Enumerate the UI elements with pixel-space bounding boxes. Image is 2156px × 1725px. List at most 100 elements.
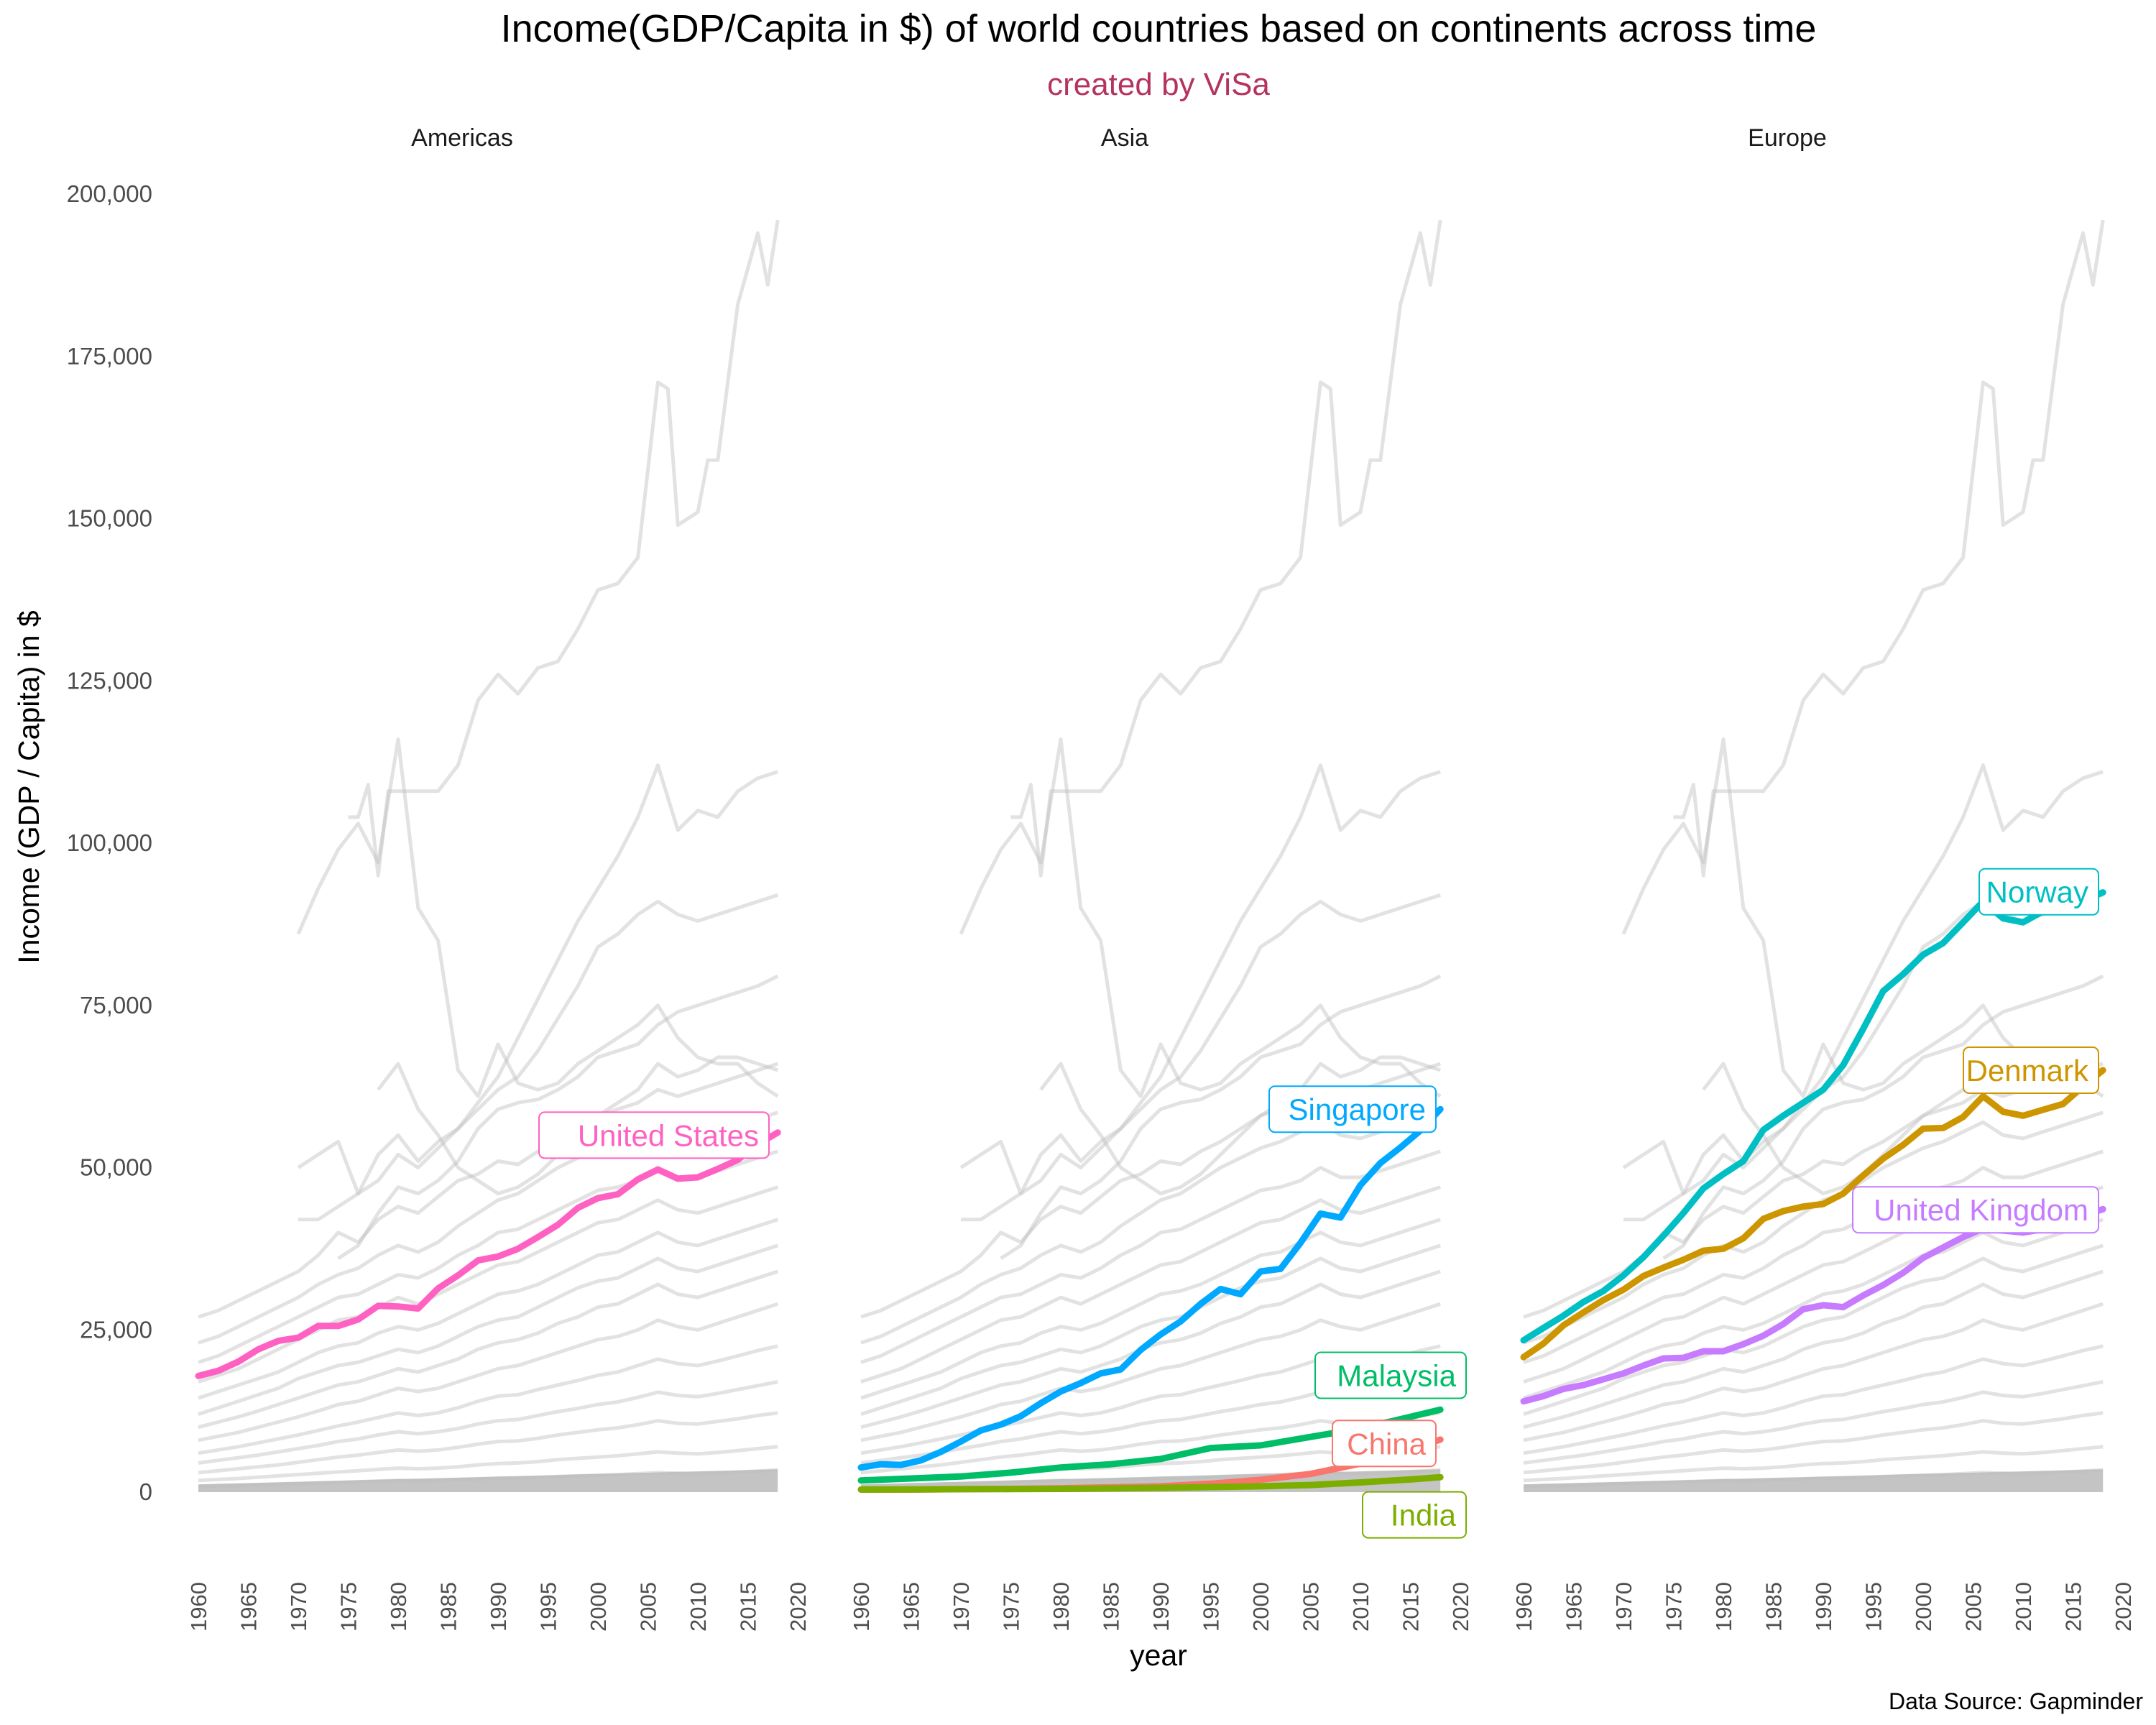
x-tick-label: 1980 xyxy=(1049,1582,1074,1632)
x-tick-label: 2015 xyxy=(2061,1582,2086,1632)
x-tick-label: 1980 xyxy=(1711,1582,1736,1632)
background-country-line xyxy=(860,1110,1441,1345)
x-tick-label: 2005 xyxy=(1299,1582,1324,1632)
series-label-text: India xyxy=(1391,1499,1457,1532)
x-tick-label: 2010 xyxy=(686,1582,711,1632)
series-label: China xyxy=(1332,1420,1437,1468)
x-tick-label: 2015 xyxy=(736,1582,761,1632)
series-label-box xyxy=(1852,1186,2099,1234)
background-lines xyxy=(198,219,780,1492)
low-income-band xyxy=(1524,1469,2104,1492)
background-country-line xyxy=(297,763,778,1196)
background-country-line xyxy=(959,763,1441,1196)
background-country-line xyxy=(1523,1411,2104,1475)
y-tick-label: 100,000 xyxy=(67,829,152,856)
x-tick-label: 2005 xyxy=(1961,1582,1986,1632)
x-tick-label: 1990 xyxy=(486,1582,511,1632)
background-lines xyxy=(860,219,1442,1492)
x-tick-label: 2000 xyxy=(1248,1582,1273,1632)
background-country-line xyxy=(1000,974,1442,1260)
x-tick-label: 1970 xyxy=(949,1582,974,1632)
background-country-line xyxy=(198,1411,778,1475)
background-country-line xyxy=(1010,219,1442,878)
background-country-line xyxy=(348,219,780,878)
series-line-norway xyxy=(1520,889,2106,1344)
series-label-text: United States xyxy=(578,1118,759,1152)
background-country-line xyxy=(198,1218,778,1400)
series-line-united-states xyxy=(195,1129,781,1379)
background-country-line xyxy=(337,974,779,1260)
x-tick-label: 2010 xyxy=(2011,1582,2036,1632)
background-country-line xyxy=(198,1185,778,1384)
series-label: United States xyxy=(538,1111,770,1159)
background-country-line xyxy=(1523,1380,2104,1465)
y-tick-label: 200,000 xyxy=(67,180,152,207)
x-tick-label: 1995 xyxy=(536,1582,561,1632)
x-tick-label: 1965 xyxy=(899,1582,924,1632)
background-country-line xyxy=(198,1344,778,1455)
x-tick-label: 1960 xyxy=(849,1582,874,1632)
series-label-box xyxy=(1362,1491,1467,1539)
background-country-line xyxy=(1523,1243,2104,1416)
series-label-text: Singapore xyxy=(1289,1092,1426,1126)
series-label: Denmark xyxy=(1963,1046,2099,1095)
x-tick-label: 2020 xyxy=(1448,1582,1473,1632)
series-line-india xyxy=(857,1473,1444,1493)
background-country-line xyxy=(860,1243,1441,1416)
series-label-box xyxy=(1314,1351,1467,1399)
y-tick-label: 0 xyxy=(139,1478,152,1505)
y-tick-label: 125,000 xyxy=(67,667,152,694)
x-tick-label: 1985 xyxy=(436,1582,461,1632)
x-tick-label: 2000 xyxy=(1911,1582,1936,1632)
x-tick-label: 1995 xyxy=(1861,1582,1886,1632)
background-country-line xyxy=(1673,219,2105,878)
background-country-line xyxy=(198,1445,778,1483)
x-tick-label: 1975 xyxy=(999,1582,1024,1632)
x-tick-label: 1990 xyxy=(1811,1582,1836,1632)
x-tick-label: 1975 xyxy=(1662,1582,1687,1632)
series-label: India xyxy=(1362,1491,1467,1539)
background-country-line xyxy=(1523,1269,2104,1430)
background-country-line xyxy=(1622,763,2104,1196)
x-tick-label: 2020 xyxy=(786,1582,811,1632)
facet-strip-label: Asia xyxy=(1101,124,1148,152)
series-label: Malaysia xyxy=(1314,1351,1467,1399)
series-label: Norway xyxy=(1978,868,2099,916)
series-label: United Kingdom xyxy=(1852,1186,2099,1234)
low-income-band xyxy=(198,1469,778,1492)
background-country-line xyxy=(1523,1218,2104,1400)
background-country-line xyxy=(198,1062,778,1319)
y-tick-label: 50,000 xyxy=(80,1154,152,1181)
background-country-line xyxy=(860,1218,1441,1400)
series-label-text: Norway xyxy=(1986,875,2088,909)
background-country-line xyxy=(298,893,778,1222)
background-country-line xyxy=(296,737,779,1098)
y-tick-label: 25,000 xyxy=(80,1316,152,1343)
x-axis-tick-labels: 1960 1965 1970 1975 1980 1985 1990 1995 2000 2005… xyxy=(1511,1582,2136,1632)
y-tick-label: 75,000 xyxy=(80,992,152,1018)
panel-asia: Asia Singapore Malaysia China India 1960 1965 1… xyxy=(849,124,1473,1632)
series-label-box xyxy=(1978,868,2099,916)
x-tick-label: 2000 xyxy=(586,1582,611,1632)
x-tick-label: 2010 xyxy=(1348,1582,1373,1632)
background-country-line xyxy=(198,1269,778,1430)
x-tick-label: 1970 xyxy=(286,1582,311,1632)
background-country-line xyxy=(198,1243,778,1416)
x-tick-label: 1960 xyxy=(186,1582,211,1632)
background-country-line xyxy=(860,1302,1441,1443)
x-tick-label: 1990 xyxy=(1148,1582,1174,1632)
x-tick-label: 1970 xyxy=(1611,1582,1636,1632)
background-country-line xyxy=(1523,1445,2104,1483)
series-label-text: Malaysia xyxy=(1337,1358,1456,1392)
x-tick-label: 1975 xyxy=(336,1582,361,1632)
series-label-text: Denmark xyxy=(1966,1054,2089,1087)
y-tick-label: 150,000 xyxy=(67,505,152,532)
x-tick-label: 2020 xyxy=(2111,1582,2136,1632)
facet-strip-label: Americas xyxy=(411,124,513,152)
x-tick-label: 1980 xyxy=(386,1582,411,1632)
y-tick-label: 175,000 xyxy=(67,343,152,369)
background-country-line xyxy=(198,1380,778,1465)
x-axis-title: year xyxy=(1130,1639,1187,1672)
x-tick-label: 1965 xyxy=(236,1582,262,1632)
